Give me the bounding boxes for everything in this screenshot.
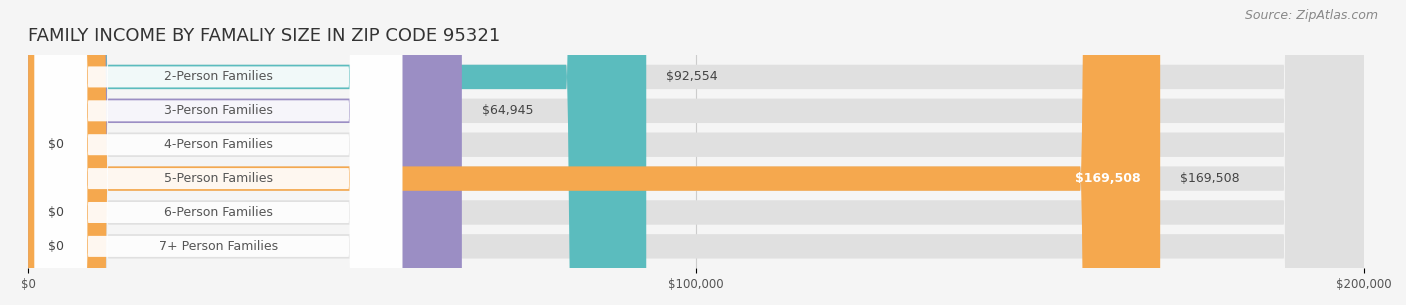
FancyBboxPatch shape	[35, 0, 402, 305]
FancyBboxPatch shape	[35, 0, 402, 305]
FancyBboxPatch shape	[35, 0, 402, 305]
FancyBboxPatch shape	[28, 0, 1364, 305]
FancyBboxPatch shape	[35, 0, 402, 305]
FancyBboxPatch shape	[28, 0, 1364, 305]
Text: $64,945: $64,945	[482, 104, 533, 117]
Text: $0: $0	[48, 206, 65, 219]
Text: 4-Person Families: 4-Person Families	[165, 138, 273, 151]
Text: Source: ZipAtlas.com: Source: ZipAtlas.com	[1244, 9, 1378, 22]
Text: 2-Person Families: 2-Person Families	[165, 70, 273, 84]
FancyBboxPatch shape	[28, 0, 1364, 305]
Text: FAMILY INCOME BY FAMALIY SIZE IN ZIP CODE 95321: FAMILY INCOME BY FAMALIY SIZE IN ZIP COD…	[28, 27, 501, 45]
Text: $0: $0	[48, 138, 65, 151]
FancyBboxPatch shape	[28, 0, 647, 305]
FancyBboxPatch shape	[28, 0, 1364, 305]
FancyBboxPatch shape	[35, 0, 402, 305]
Text: 3-Person Families: 3-Person Families	[165, 104, 273, 117]
FancyBboxPatch shape	[28, 0, 1364, 305]
FancyBboxPatch shape	[35, 0, 402, 305]
Text: $169,508: $169,508	[1074, 172, 1140, 185]
Text: $0: $0	[48, 240, 65, 253]
Text: 5-Person Families: 5-Person Families	[165, 172, 273, 185]
FancyBboxPatch shape	[28, 0, 1364, 305]
FancyBboxPatch shape	[28, 0, 1160, 305]
Text: 7+ Person Families: 7+ Person Families	[159, 240, 278, 253]
Text: $169,508: $169,508	[1180, 172, 1240, 185]
Text: $92,554: $92,554	[666, 70, 718, 84]
Text: 6-Person Families: 6-Person Families	[165, 206, 273, 219]
FancyBboxPatch shape	[28, 0, 461, 305]
